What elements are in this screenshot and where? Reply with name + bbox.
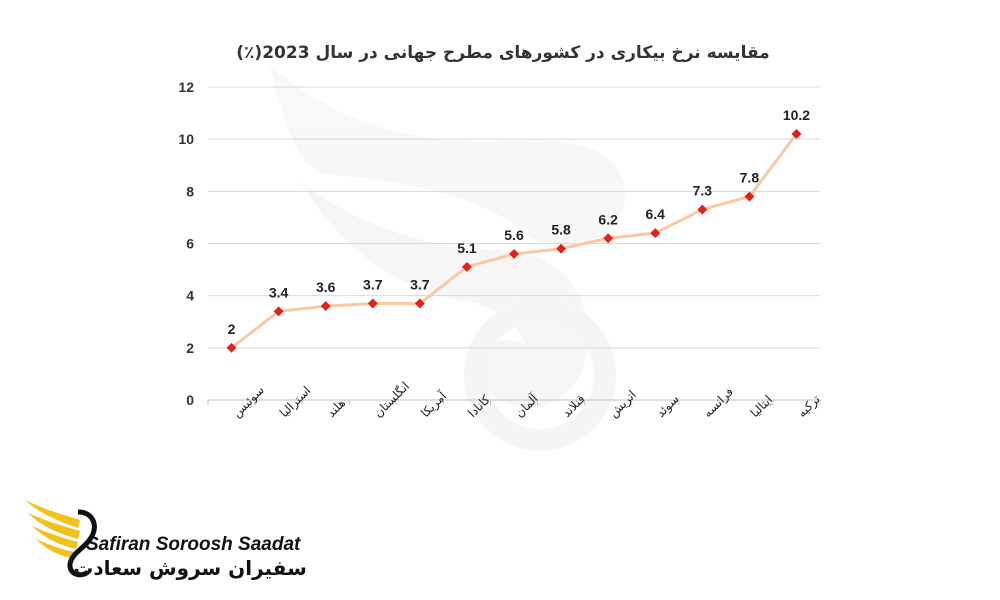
y-tick-label: 8 [186,183,194,199]
data-label: 5.8 [551,222,571,238]
grid [208,86,820,401]
data-label: 3.6 [316,279,336,295]
data-label: 3.7 [363,276,383,292]
data-label: 5.1 [457,240,477,256]
logo: Safiran Soroosh Saadat سفیران سروش سعادت [25,500,307,580]
data-label: 10.2 [783,107,810,123]
data-point [556,243,567,254]
y-tick-label: 6 [186,236,194,252]
logo-wings-icon [25,500,97,578]
data-label: 7.8 [740,170,760,186]
x-tick-label: فرانسه [701,385,737,421]
data-label: 7.3 [693,183,713,199]
data-label: 6.4 [645,206,665,222]
data-point [697,204,708,215]
data-point [461,262,472,272]
data-label: 2 [228,321,236,337]
data-point [744,191,755,202]
data-point [414,298,425,309]
x-tick-label: آمریکا [417,388,450,421]
y-tick-label: 12 [178,79,194,95]
data-point [791,129,802,139]
data-label: 3.7 [410,276,430,292]
y-tick-label: 10 [178,131,194,147]
y-axis: 0 2 4 6 8 10 12 [178,79,194,408]
x-tick-label: ایتالیا [748,393,775,420]
x-tick-label: سوئیس [230,383,268,421]
x-tick-label: استرالیا [277,383,314,420]
markers [226,129,802,353]
data-point [226,342,237,353]
data-point [367,298,378,309]
y-tick-label: 2 [186,340,194,356]
data-label: 6.2 [598,211,618,227]
y-tick-label: 4 [186,288,194,304]
watermark-bird [270,65,626,451]
chart-title: مقایسه نرخ بیکاری در کشورهای مطرح جهانی … [236,43,769,63]
data-point [650,228,661,239]
logo-name-fa: سفیران سروش سعادت [73,556,307,580]
data-point [509,248,519,259]
data-label: 5.6 [504,227,524,243]
data-point [273,306,284,317]
x-tick-label: سوئد [653,392,682,421]
data-point [603,233,614,244]
data-labels: 2 3.4 3.6 3.7 3.7 5.1 5.6 5.8 6.2 6.4 7.3 7.8 10.2 [228,107,811,337]
y-tick-label: 0 [186,392,194,408]
data-point [320,301,331,312]
x-tick-label: ترکیه [795,392,824,421]
logo-name-en: Safiran Soroosh Saadat [86,534,301,555]
data-label: 3.4 [269,284,289,300]
